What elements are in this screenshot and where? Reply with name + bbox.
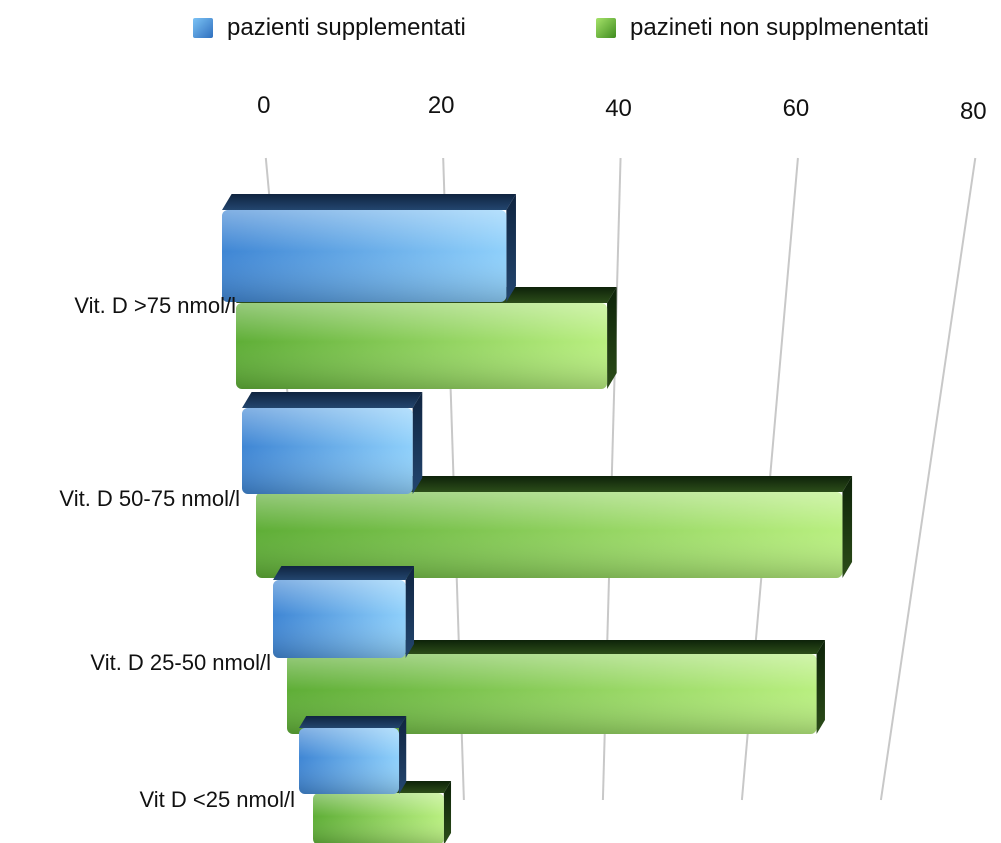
x-tick-label-4: 80: [960, 98, 987, 125]
bar-not-supplemented-2: [287, 640, 825, 734]
x-tick-label-2: 40: [605, 95, 632, 122]
legend-swatch-green: [596, 18, 616, 38]
legend-swatch-blue: [193, 18, 213, 38]
x-tick-label-3: 60: [783, 95, 810, 122]
gridline-4: [879, 157, 977, 801]
category-label-0: Vit. D >75 nmol/l: [74, 293, 236, 318]
x-tick-label-0: 0: [257, 92, 270, 119]
legend: pazienti supplementati pazineti non supp…: [0, 14, 1001, 48]
category-labels: Vit. D >75 nmol/l Vit. D 50-75 nmol/l Vit.…: [59, 293, 295, 812]
bar-supplemented-0: [222, 194, 516, 302]
x-axis-ticks: 0 20 40 60 80: [257, 92, 987, 125]
legend-label-not-supplemented: pazineti non supplmenentati: [630, 14, 929, 41]
category-label-3: Vit D <25 nmol/l: [139, 787, 295, 812]
bar-supplemented-3: [299, 716, 407, 794]
category-label-2: Vit. D 25-50 nmol/l: [90, 650, 271, 675]
legend-label-supplemented: pazienti supplementati: [227, 14, 466, 41]
bars: [222, 194, 853, 843]
legend-item-not-supplemented: pazineti non supplmenentati: [596, 14, 929, 42]
bar-supplemented-1: [242, 392, 423, 494]
category-label-1: Vit. D 50-75 nmol/l: [59, 486, 240, 511]
bar-supplemented-2: [273, 566, 415, 658]
bar-not-supplemented-3: [313, 781, 452, 843]
bar-not-supplemented-0: [236, 287, 617, 389]
legend-item-supplemented: pazienti supplementati: [193, 14, 466, 42]
x-tick-label-1: 20: [428, 92, 455, 119]
